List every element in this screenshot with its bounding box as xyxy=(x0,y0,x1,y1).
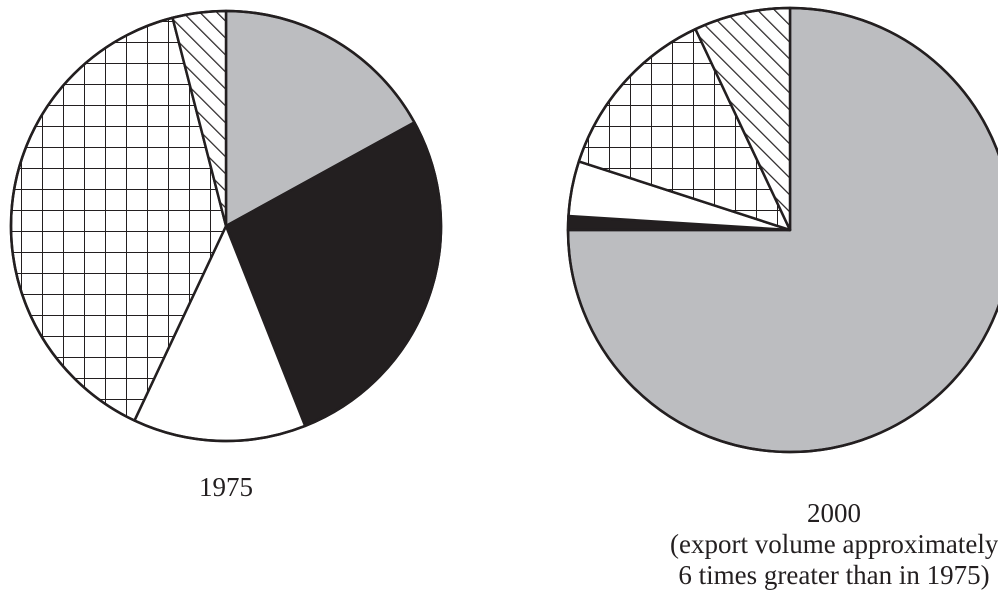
pie-1975-label: 1975 xyxy=(199,472,253,502)
pie-1975-outline xyxy=(9,9,443,443)
pie-1975 xyxy=(9,9,443,443)
pie-charts-figure: 1975 2000 (export volume approximately 6 … xyxy=(9,6,998,590)
pie-charts-svg xyxy=(9,6,998,454)
pie-2000-note-line-1: (export volume approximately xyxy=(670,529,998,559)
pie-2000-note-line-2: 6 times greater than in 1975) xyxy=(678,560,990,590)
pie-2000-note: (export volume approximately 6 times grea… xyxy=(670,529,998,591)
pie-2000 xyxy=(566,6,998,454)
pie-2000-outline xyxy=(566,6,998,454)
pie-2000-label: 2000 xyxy=(807,498,861,528)
